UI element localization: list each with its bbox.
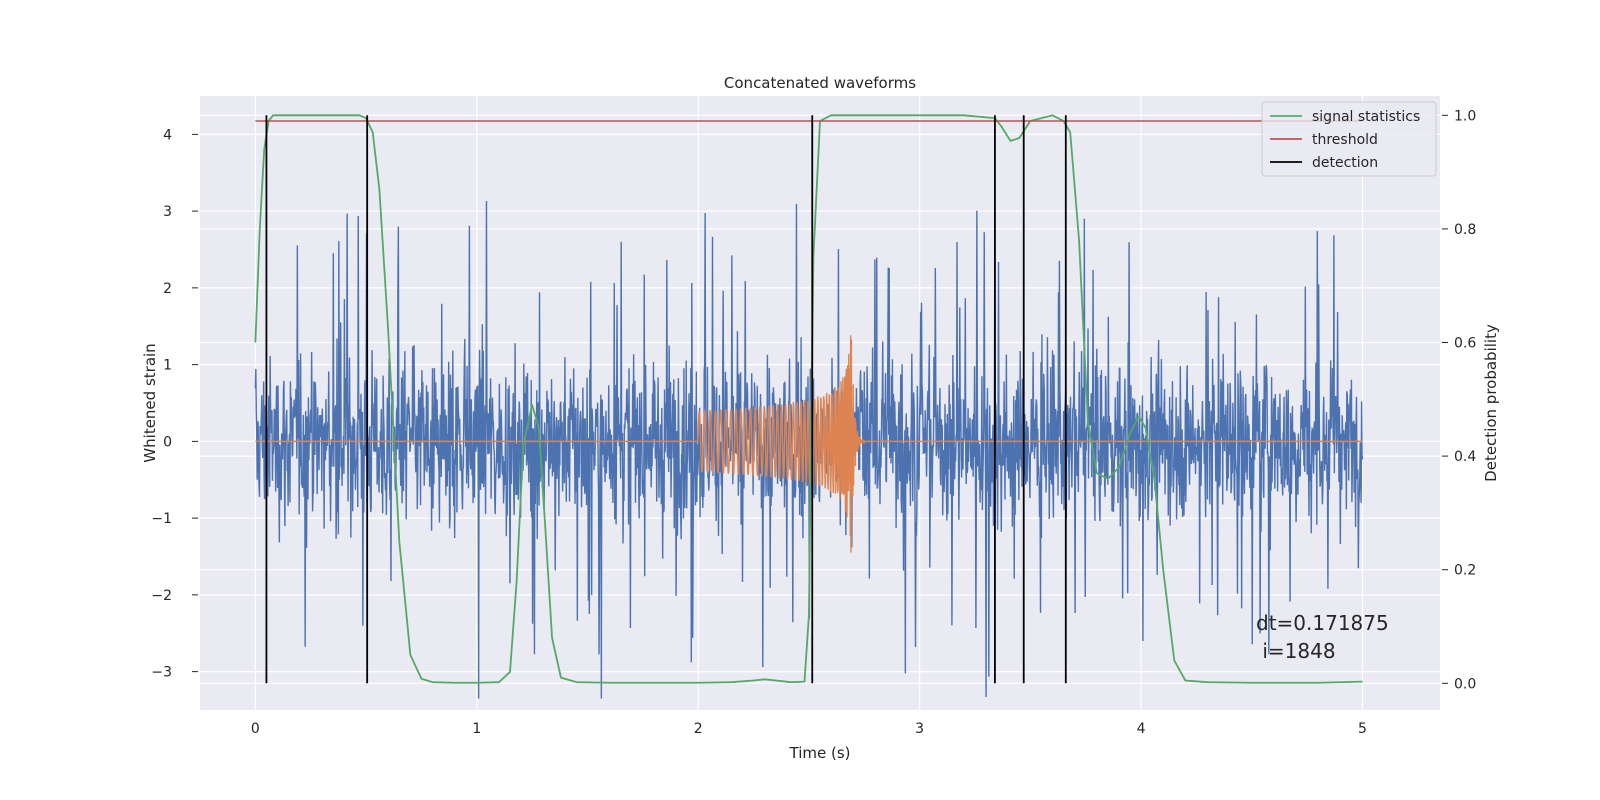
tick-labels: 0 1 2 3 4 5 −3 −2 −1 0 1 2 3 4 0.0 0.2 0.4 0.6 0.8 1.0 [151,108,1476,737]
y2-tick-label: 0.6 [1454,336,1476,352]
x-tick-label: 5 [1358,721,1367,737]
x-tick-label: 3 [915,721,924,737]
y-tick-label: 3 [163,204,172,220]
y2-axis-label: Detection probability [1482,324,1500,482]
legend-label-threshold: threshold [1312,132,1378,148]
y2-tick-label: 0.2 [1454,563,1476,579]
chart-title: Concatenated waveforms [724,74,916,92]
annotation-i: i=1848 [1256,639,1336,663]
annotation-dt: dt=0.171875 [1256,611,1389,635]
legend-box [1261,101,1437,177]
y-tick-label: 4 [163,127,172,143]
x-tick-label: 4 [1137,721,1146,737]
legend-label-signal-statistics: signal statistics [1312,109,1420,125]
y2-tick-label: 1.0 [1454,108,1476,124]
x-axis-label: Time (s) [789,744,851,762]
series-signal-statistics-line [254,114,1363,684]
x-tick-label: 0 [251,721,260,737]
y2-tick-label: 0.4 [1454,449,1476,465]
legend-label-detection: detection [1312,155,1378,171]
y2-tick-label: 0.0 [1454,676,1476,692]
y-tick-label: −3 [151,665,172,681]
y2-tick-label: 0.8 [1454,222,1476,238]
y-tick-label: 2 [163,281,172,297]
y-tick-label: 0 [163,434,172,450]
y-axis-label: Whitened strain [141,343,159,462]
legend: signal statistics threshold detection [1261,101,1437,177]
x-tick-label: 1 [472,721,481,737]
series-chirp-line [255,335,1363,553]
y-tick-label: −2 [151,588,172,604]
data-layer [254,114,1364,699]
y-tick-label: 1 [163,358,172,374]
y-tick-label: −1 [151,511,172,527]
x-tick-label: 2 [694,721,703,737]
